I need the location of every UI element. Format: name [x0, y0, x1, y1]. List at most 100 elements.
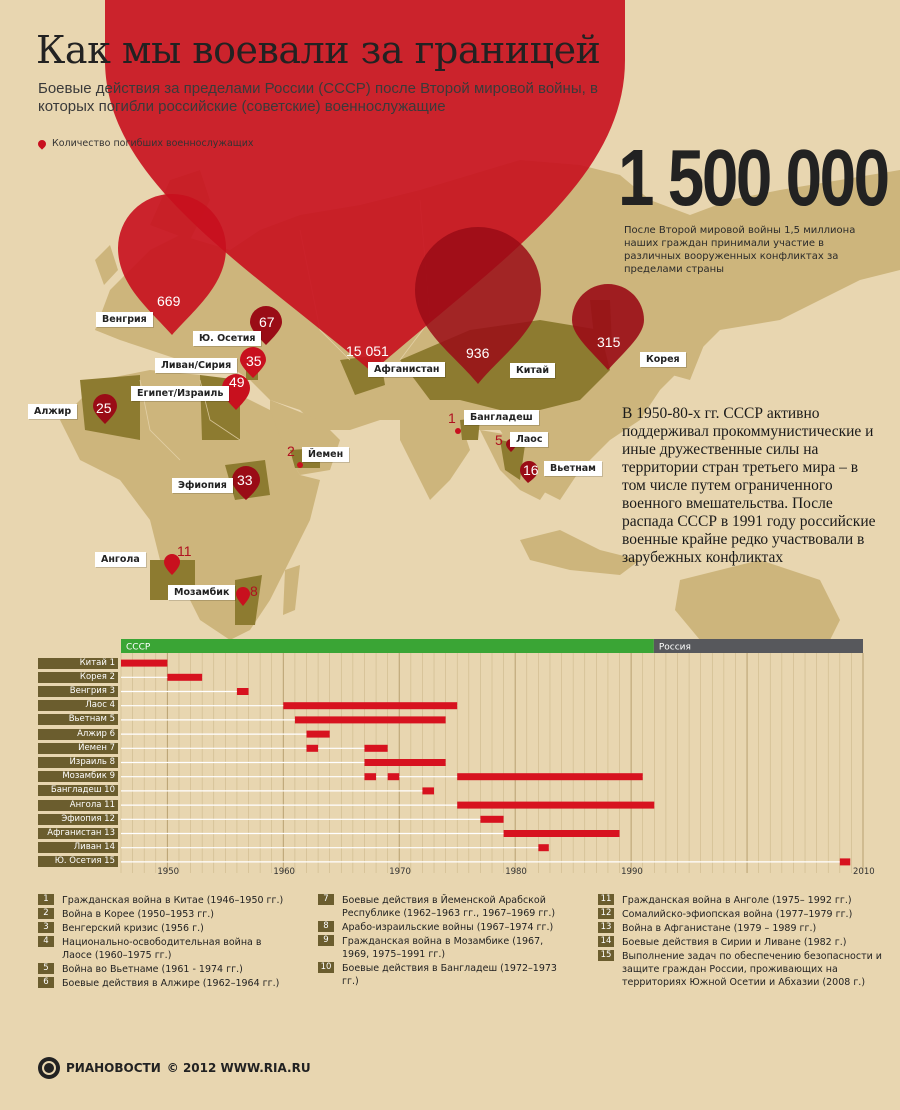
- marker-korea[interactable]: [572, 284, 644, 370]
- note-number: 6: [38, 977, 54, 988]
- note-text: Гражданская война в Китае (1946–1950 гг.…: [62, 895, 284, 906]
- timeline-row-label: Мозамбик 9: [38, 771, 118, 783]
- marker-vietnam[interactable]: [520, 461, 538, 483]
- ria-logo-icon: [38, 1057, 60, 1079]
- label-mozambique: Мозамбик: [168, 585, 236, 600]
- note-text: Сомалийско-эфиопская война (1977–1979 гг…: [622, 909, 853, 920]
- label-laos: Лаос: [510, 432, 549, 447]
- note-text: Гражданская война в Мозамбике (1967, 196…: [342, 936, 544, 960]
- timeline-row-label: Алжир 6: [38, 728, 118, 740]
- marker-lebanon-syria[interactable]: [240, 347, 266, 378]
- note-number: 13: [598, 922, 614, 933]
- marker-egypt-israel[interactable]: [222, 374, 250, 410]
- count-egypt-israel: 49: [229, 374, 245, 390]
- note-text: Боевые действия в Бангладеш (1972–1973 г…: [342, 963, 557, 987]
- conflict-bar: [306, 730, 330, 738]
- note-text: Боевые действия в Алжире (1962–1964 гг.): [62, 978, 280, 989]
- copyright: © 2012 WWW.RIA.RU: [166, 1061, 311, 1075]
- timeline-row-label: Венгрия 3: [38, 685, 118, 697]
- note-item: 3 Венгерский кризис (1956 г.): [38, 922, 288, 935]
- marker-hungary[interactable]: [118, 194, 226, 335]
- note-item: 10 Боевые действия в Бангладеш (1972–1973…: [318, 962, 568, 988]
- conflict-bar: [294, 716, 446, 724]
- marker-ethiopia[interactable]: [232, 466, 260, 500]
- timeline-chart: СССР Россия: [120, 639, 864, 873]
- body-text: В 1950-80-х гг. СССР активно поддерживал…: [622, 405, 876, 566]
- world-map: [60, 0, 900, 640]
- note-item: 8 Арабо-израильские войны (1967–1974 гг.): [318, 921, 568, 934]
- count-vietnam: 16: [523, 462, 539, 478]
- timeline-row-label: Корея 2: [38, 671, 118, 683]
- timeline-row-label: Ангола 11: [38, 799, 118, 811]
- note-number: 9: [318, 935, 334, 946]
- note-number: 10: [318, 962, 334, 973]
- label-egypt-israel: Египет/Израиль: [131, 386, 230, 401]
- count-china: 936: [466, 345, 490, 361]
- note-text: Гражданская война в Анголе (1975– 1992 г…: [622, 895, 852, 906]
- timeline-row-label: Бангладеш 10: [38, 785, 118, 797]
- conflict-bar: [457, 801, 655, 809]
- axis-tick-label: 1990: [621, 867, 643, 877]
- note-number: 3: [38, 922, 54, 933]
- count-laos: 5: [495, 432, 503, 448]
- conflict-bar: [306, 744, 319, 752]
- brand-name: РИАНОВОСТИ: [66, 1061, 161, 1075]
- footer: РИАНОВОСТИ © 2012 WWW.RIA.RU: [38, 1057, 311, 1079]
- period-label: Россия: [659, 643, 691, 653]
- axis-tick-label: 1960: [273, 867, 295, 877]
- note-text: Война в Корее (1950–1953 гг.): [62, 909, 215, 920]
- count-hungary: 669: [157, 293, 181, 309]
- note-text: Война во Вьетнаме (1961 - 1974 гг.): [62, 964, 243, 975]
- timeline-row-label: Вьетнам 5: [38, 714, 118, 726]
- label-yemen: Йемен: [302, 447, 350, 462]
- note-text: Боевые действия в Сирии и Ливане (1982 г…: [622, 937, 847, 948]
- label-ethiopia: Эфиопия: [172, 478, 233, 493]
- note-item: 11 Гражданская война в Анголе (1975– 1992…: [598, 894, 883, 907]
- timeline-row-label: Израиль 8: [38, 756, 118, 768]
- count-mozambique: 8: [250, 583, 258, 599]
- count-afghanistan: 15 051: [346, 343, 389, 359]
- conflict-bar: [364, 744, 388, 752]
- count-korea: 315: [597, 334, 621, 350]
- notes-column-3: 11 Гражданская война в Анголе (1975– 1992…: [598, 894, 883, 990]
- marker-angola[interactable]: [164, 554, 180, 575]
- marker-yemen[interactable]: [297, 462, 303, 468]
- marker-pin-icon: [36, 137, 48, 150]
- label-algeria: Алжир: [28, 404, 78, 419]
- page-title: Как мы воевали за границей: [36, 28, 601, 72]
- note-number: 2: [38, 908, 54, 919]
- axis-tick-label: 1970: [389, 867, 411, 877]
- conflict-bar: [236, 688, 249, 695]
- conflict-bar: [387, 773, 400, 781]
- marker-algeria[interactable]: [93, 394, 117, 424]
- timeline-row-label: Лаос 4: [38, 700, 118, 712]
- note-text: Война в Афганистане (1979 – 1989 гг.): [622, 923, 817, 934]
- axis-tick-label: 1950: [157, 867, 180, 877]
- marker-mozambique[interactable]: [236, 587, 250, 606]
- axis-tick-label: 2010: [853, 867, 875, 877]
- timeline-row-label: Эфиопия 12: [38, 813, 118, 825]
- conflict-bar: [839, 858, 851, 866]
- axis-tick-label: 1980: [505, 867, 527, 877]
- conflict-bar: [538, 844, 549, 852]
- note-item: 14 Боевые действия в Сирии и Ливане (1982…: [598, 936, 883, 949]
- marker-china[interactable]: [415, 227, 541, 384]
- marker-afghanistan[interactable]: [105, 0, 625, 372]
- note-number: 12: [598, 908, 614, 919]
- timeline-row-label: Китай 1: [38, 657, 118, 669]
- count-ethiopia: 33: [237, 472, 253, 488]
- label-korea: Корея: [640, 352, 686, 367]
- note-item: 7 Боевые действия в Йеменской Арабской Ре…: [318, 894, 568, 920]
- timeline-row-label: Ливан 14: [38, 842, 118, 854]
- note-item: 6 Боевые действия в Алжире (1962–1964 гг.…: [38, 977, 288, 990]
- marker-bangladesh[interactable]: [455, 428, 461, 434]
- note-item: 12 Сомалийско-эфиопская война (1977–1979 …: [598, 908, 883, 921]
- conflict-bar: [480, 815, 504, 823]
- count-lebanon-syria: 35: [246, 353, 262, 369]
- label-lebanon-syria: Ливан/Сирия: [155, 358, 238, 373]
- conflict-bar: [457, 773, 643, 781]
- label-bangladesh: Бангладеш: [464, 410, 539, 425]
- conflict-bar: [422, 787, 435, 795]
- note-item: 4 Национально-освободительная война в Лао…: [38, 936, 288, 962]
- conflict-bar: [364, 773, 377, 781]
